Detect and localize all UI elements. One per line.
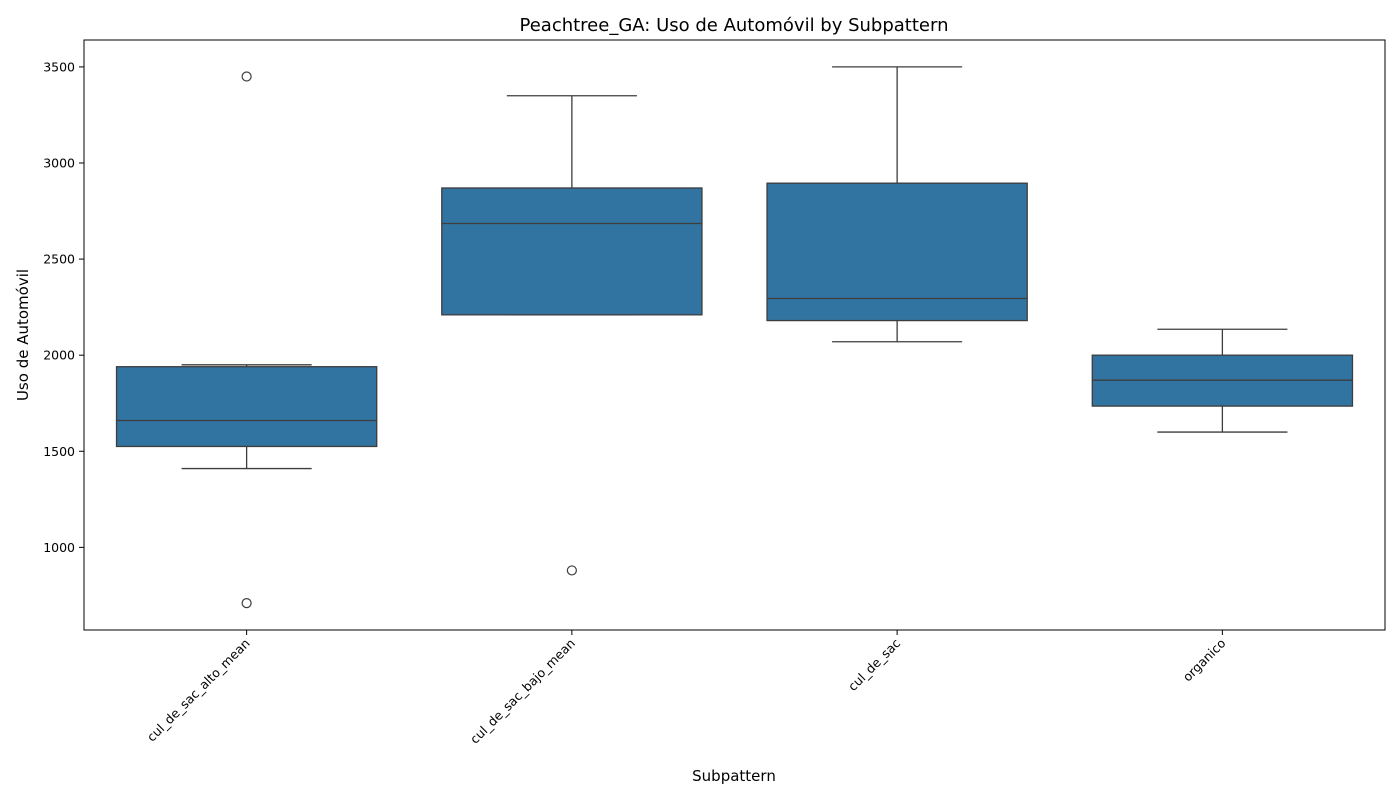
y-tick-label: 3500 bbox=[43, 59, 75, 74]
y-axis-label: Uso de Automóvil bbox=[14, 269, 32, 401]
chart-title: Peachtree_GA: Uso de Automóvil by Subpat… bbox=[520, 15, 949, 36]
y-tick-label: 1500 bbox=[43, 444, 75, 459]
box-iqr bbox=[766, 182, 1028, 322]
y-tick-label: 2000 bbox=[43, 348, 75, 363]
y-tick-label: 3000 bbox=[43, 155, 75, 170]
outlier-point bbox=[241, 71, 252, 82]
y-tick-label: 1000 bbox=[43, 540, 75, 555]
x-axis-label: Subpattern bbox=[692, 767, 776, 785]
outlier-point bbox=[566, 565, 577, 576]
box-iqr bbox=[115, 366, 378, 448]
box-iqr bbox=[441, 187, 703, 316]
plot-frame bbox=[83, 39, 1386, 631]
outlier-point bbox=[241, 597, 252, 609]
y-tick-label: 2500 bbox=[43, 252, 75, 267]
